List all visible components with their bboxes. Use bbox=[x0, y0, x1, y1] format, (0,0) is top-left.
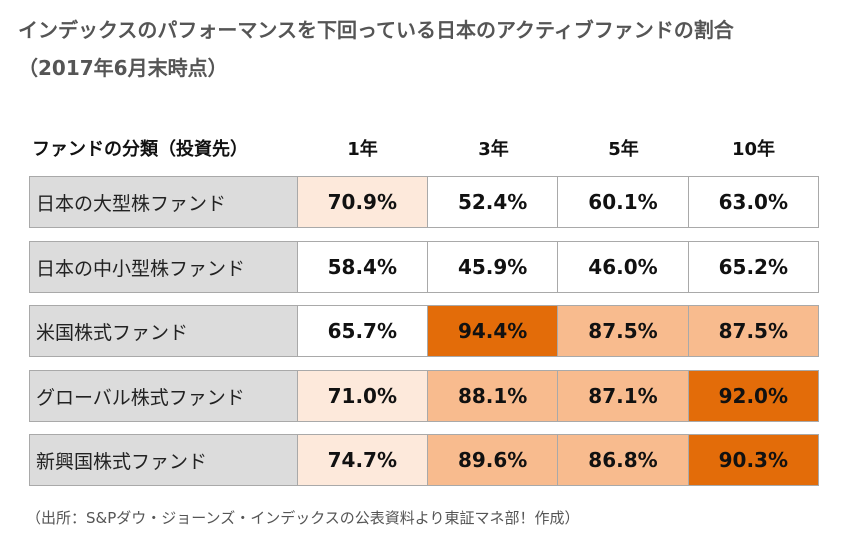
value-cell: 74.7% bbox=[296, 435, 427, 485]
value-cell: 90.3% bbox=[687, 435, 818, 485]
table-row: 米国株式ファンド 65.7% 94.4% 87.5% 87.5% bbox=[29, 305, 819, 357]
row-label: 日本の大型株ファンド bbox=[30, 177, 297, 227]
value-cell: 86.8% bbox=[557, 435, 688, 485]
header-10y: 10年 bbox=[731, 139, 776, 160]
value-cell: 46.0% bbox=[557, 242, 688, 292]
row-label: グローバル株式ファンド bbox=[30, 371, 297, 421]
value-cell: 87.5% bbox=[687, 306, 818, 356]
value-cell: 92.0% bbox=[687, 371, 818, 421]
row-label: 米国株式ファンド bbox=[30, 306, 297, 356]
header-category: ファンドの分類（投資先） bbox=[32, 139, 248, 160]
value-cell: 63.0% bbox=[687, 177, 818, 227]
header-3y: 3年 bbox=[478, 139, 509, 160]
value-cell: 88.1% bbox=[426, 371, 558, 421]
header-1y: 1年 bbox=[347, 139, 378, 160]
table-row: 日本の中小型株ファンド 58.4% 45.9% 46.0% 65.2% bbox=[29, 241, 819, 293]
value-cell: 87.5% bbox=[557, 306, 688, 356]
value-cell: 65.2% bbox=[687, 242, 818, 292]
value-cell: 52.4% bbox=[426, 177, 558, 227]
row-label: 新興国株式ファンド bbox=[30, 435, 297, 485]
chart-subtitle: （2017年6月末時点） bbox=[18, 56, 228, 80]
value-cell: 45.9% bbox=[426, 242, 558, 292]
value-cell: 65.7% bbox=[296, 306, 427, 356]
value-cell: 89.6% bbox=[426, 435, 558, 485]
chart-title: インデックスのパフォーマンスを下回っている日本のアクティブファンドの割合 bbox=[18, 18, 734, 42]
value-cell: 71.0% bbox=[296, 371, 427, 421]
table-row: 日本の大型株ファンド 70.9% 52.4% 60.1% 63.0% bbox=[29, 176, 819, 228]
row-label: 日本の中小型株ファンド bbox=[30, 242, 297, 292]
value-cell: 60.1% bbox=[557, 177, 688, 227]
table-row: グローバル株式ファンド 71.0% 88.1% 87.1% 92.0% bbox=[29, 370, 819, 422]
value-cell: 87.1% bbox=[557, 371, 688, 421]
source-note: （出所：S&Pダウ・ジョーンズ・インデックスの公表資料より東証マネ部！作成） bbox=[26, 509, 580, 527]
value-cell: 70.9% bbox=[296, 177, 427, 227]
value-cell: 58.4% bbox=[296, 242, 427, 292]
header-5y: 5年 bbox=[608, 139, 639, 160]
value-cell: 94.4% bbox=[426, 306, 558, 356]
table-row: 新興国株式ファンド 74.7% 89.6% 86.8% 90.3% bbox=[29, 434, 819, 486]
